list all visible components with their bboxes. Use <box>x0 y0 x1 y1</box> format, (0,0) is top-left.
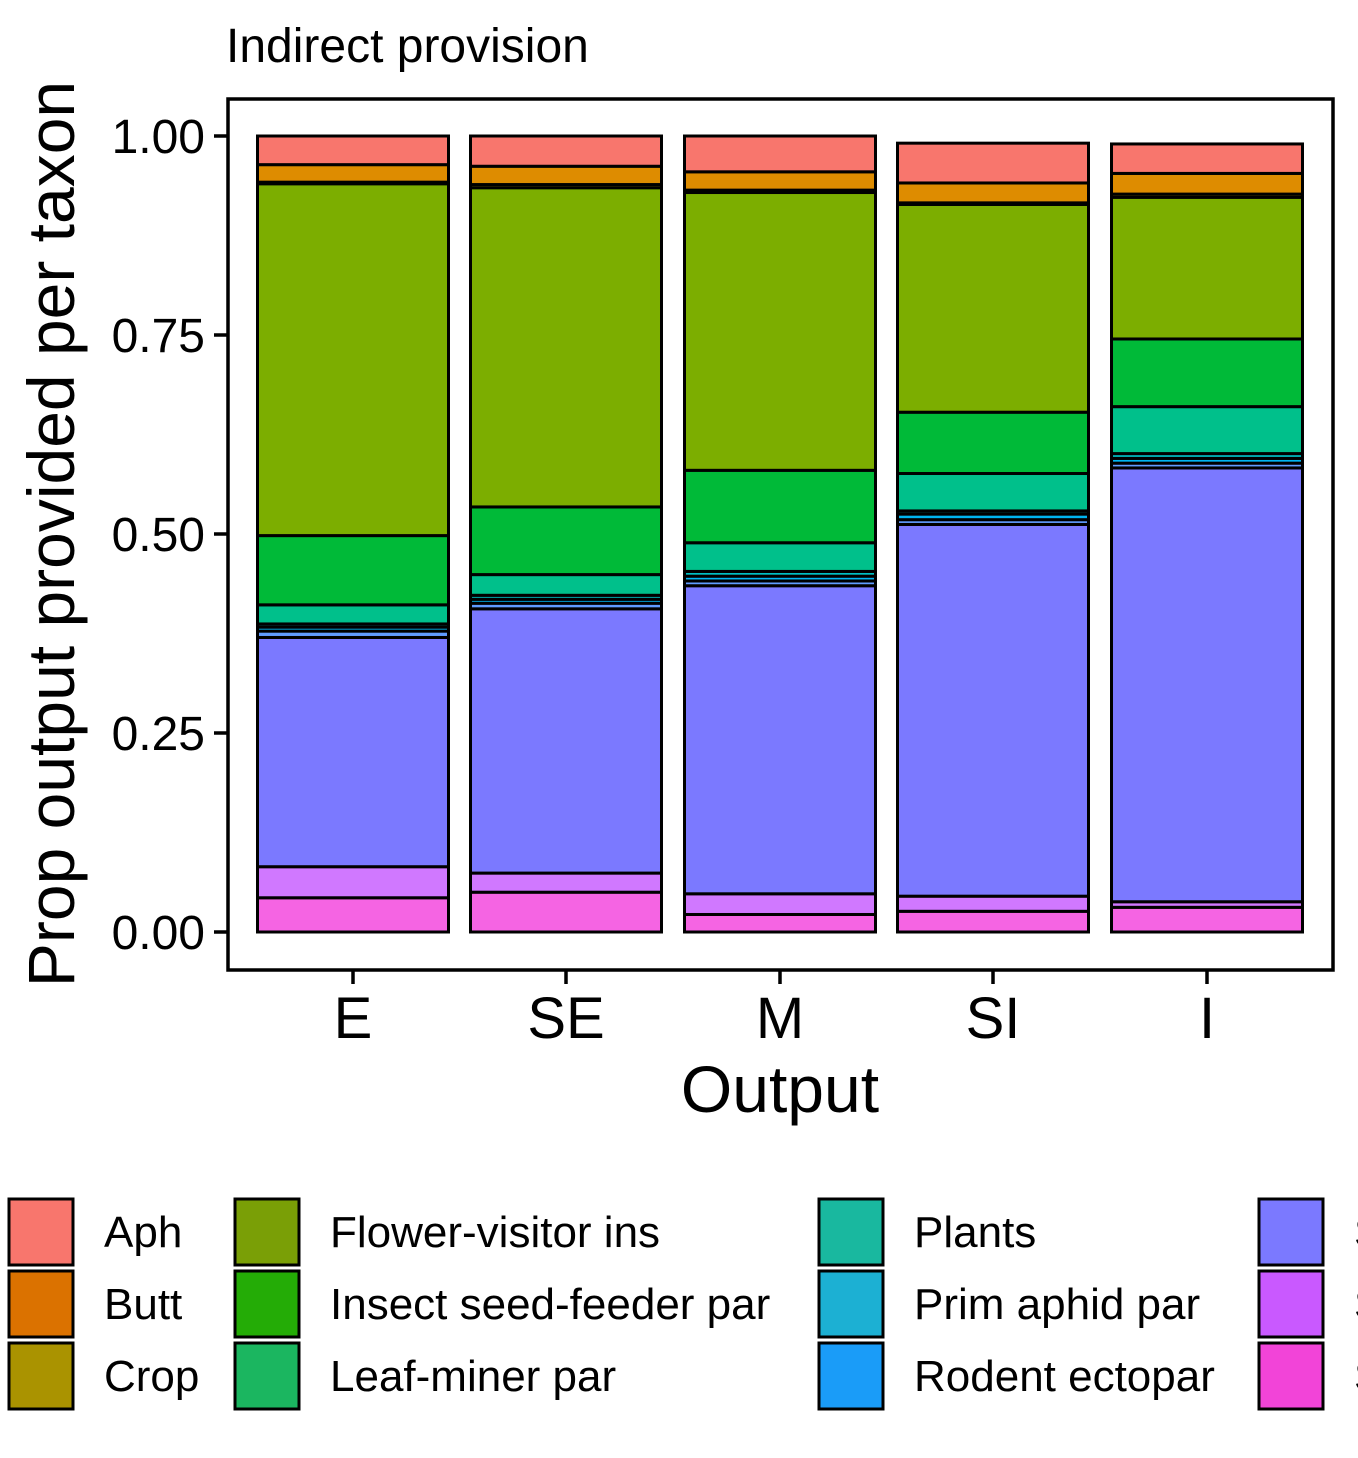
bar-segment-se-3 <box>469 186 663 509</box>
bar-segment-i-3 <box>1110 195 1304 341</box>
legend-swatch <box>1257 1269 1325 1339</box>
legend-item: Flower-visitor ins <box>233 1197 660 1267</box>
bar-segment-se-9 <box>469 607 663 875</box>
legend-swatch <box>817 1269 885 1339</box>
bar-segment-m-4 <box>683 468 877 545</box>
bar-segment-e-3 <box>256 182 450 538</box>
x-axis: E SE M SI I <box>334 970 1215 1051</box>
bar-stack-se <box>469 134 663 934</box>
bar-segment-si-9 <box>896 522 1090 898</box>
x-tick-label: M <box>756 986 804 1051</box>
legend-swatch <box>233 1197 301 1267</box>
bar-segment-si-4 <box>896 410 1090 476</box>
y-tick-label: 0.00 <box>112 907 205 960</box>
bar-segment-e-5 <box>256 603 450 626</box>
legend: Aph Butt Crop Flower-visitor ins Insect seed… <box>7 1197 1358 1411</box>
bar-segment-e-4 <box>256 534 450 607</box>
bar-stack-si <box>896 141 1090 934</box>
legend-item: Leaf-miner par <box>233 1341 616 1411</box>
x-tick-label: SE <box>527 986 604 1051</box>
bar-stack-m <box>683 134 877 934</box>
bar-segment-m-10 <box>683 892 877 916</box>
bar-segment-m-3 <box>683 191 877 472</box>
bar-segment-si-3 <box>896 202 1090 414</box>
legend-swatch <box>233 1269 301 1339</box>
legend-item: Crop <box>7 1341 199 1411</box>
legend-label: Butt <box>104 1280 182 1329</box>
bar-segment-m-11 <box>683 912 877 934</box>
legend-label: S <box>1354 1208 1358 1257</box>
legend-label: Aph <box>104 1208 182 1257</box>
bar-segment-se-11 <box>469 890 663 934</box>
bar-stack-i <box>1110 142 1304 934</box>
legend-label: Plants <box>914 1208 1036 1257</box>
bar-segment-si-10 <box>896 894 1090 913</box>
legend-swatch <box>817 1341 885 1411</box>
y-tick-label: 0.75 <box>112 310 205 363</box>
bar-segment-i-0 <box>1110 142 1304 175</box>
bar-segment-m-1 <box>683 170 877 192</box>
y-tick-label: 1.00 <box>112 111 205 164</box>
bars-group <box>256 134 1304 934</box>
legend-label: Flower-visitor ins <box>330 1208 660 1257</box>
legend-swatch <box>7 1197 75 1267</box>
bar-segment-i-4 <box>1110 337 1304 409</box>
legend-swatch <box>7 1341 75 1411</box>
legend-item: Rodent ectopar <box>817 1341 1215 1411</box>
x-tick-label: I <box>1199 986 1215 1051</box>
legend-item: S <box>1257 1197 1358 1267</box>
legend-item: Butt <box>7 1269 182 1339</box>
legend-item: Aph <box>7 1197 182 1267</box>
chart-title: Indirect provision <box>226 20 589 73</box>
legend-label: Rodent ectopar <box>914 1352 1215 1401</box>
bar-segment-si-11 <box>896 909 1090 934</box>
bar-segment-m-5 <box>683 541 877 573</box>
bar-stack-e <box>256 134 450 934</box>
legend-item: S <box>1257 1341 1358 1411</box>
legend-swatch <box>233 1341 301 1411</box>
legend-label: Leaf-miner par <box>330 1352 616 1401</box>
bar-segment-e-0 <box>256 134 450 167</box>
bar-segment-si-1 <box>896 181 1090 205</box>
bar-segment-se-4 <box>469 505 663 577</box>
legend-label: S <box>1354 1352 1358 1401</box>
bar-segment-m-9 <box>683 584 877 896</box>
bar-segment-i-11 <box>1110 905 1304 934</box>
bar-segment-i-9 <box>1110 466 1304 904</box>
bar-segment-e-1 <box>256 163 450 184</box>
x-tick-label: SI <box>966 986 1021 1051</box>
bar-segment-se-5 <box>469 573 663 597</box>
legend-swatch <box>1257 1341 1325 1411</box>
y-axis: 0.00 0.25 0.50 0.75 1.00 <box>112 111 228 960</box>
x-axis-label: Output <box>681 1052 879 1126</box>
legend-item: Insect seed-feeder par <box>233 1269 770 1339</box>
bar-segment-i-1 <box>1110 171 1304 196</box>
bar-segment-e-10 <box>256 865 450 900</box>
y-axis-label: Prop output provided per taxon <box>14 81 88 987</box>
bar-segment-si-0 <box>896 141 1090 185</box>
bar-segment-e-9 <box>256 635 450 869</box>
legend-label: Prim aphid par <box>914 1280 1200 1329</box>
legend-item: S <box>1257 1269 1358 1339</box>
legend-label: Insect seed-feeder par <box>330 1280 770 1329</box>
x-tick-label: E <box>334 986 373 1051</box>
bar-segment-se-10 <box>469 871 663 894</box>
bar-segment-si-5 <box>896 472 1090 513</box>
legend-item: Plants <box>817 1197 1036 1267</box>
bar-segment-se-0 <box>469 134 663 168</box>
y-tick-label: 0.50 <box>112 509 205 562</box>
legend-swatch <box>1257 1197 1325 1267</box>
legend-item: Prim aphid par <box>817 1269 1200 1339</box>
legend-label: S <box>1354 1280 1358 1329</box>
bar-segment-se-1 <box>469 164 663 187</box>
legend-label: Crop <box>104 1352 199 1401</box>
bar-segment-m-0 <box>683 134 877 174</box>
bar-segment-i-5 <box>1110 405 1304 456</box>
bar-segment-e-11 <box>256 896 450 934</box>
legend-swatch <box>7 1269 75 1339</box>
y-tick-label: 0.25 <box>112 708 205 761</box>
legend-swatch <box>817 1197 885 1267</box>
